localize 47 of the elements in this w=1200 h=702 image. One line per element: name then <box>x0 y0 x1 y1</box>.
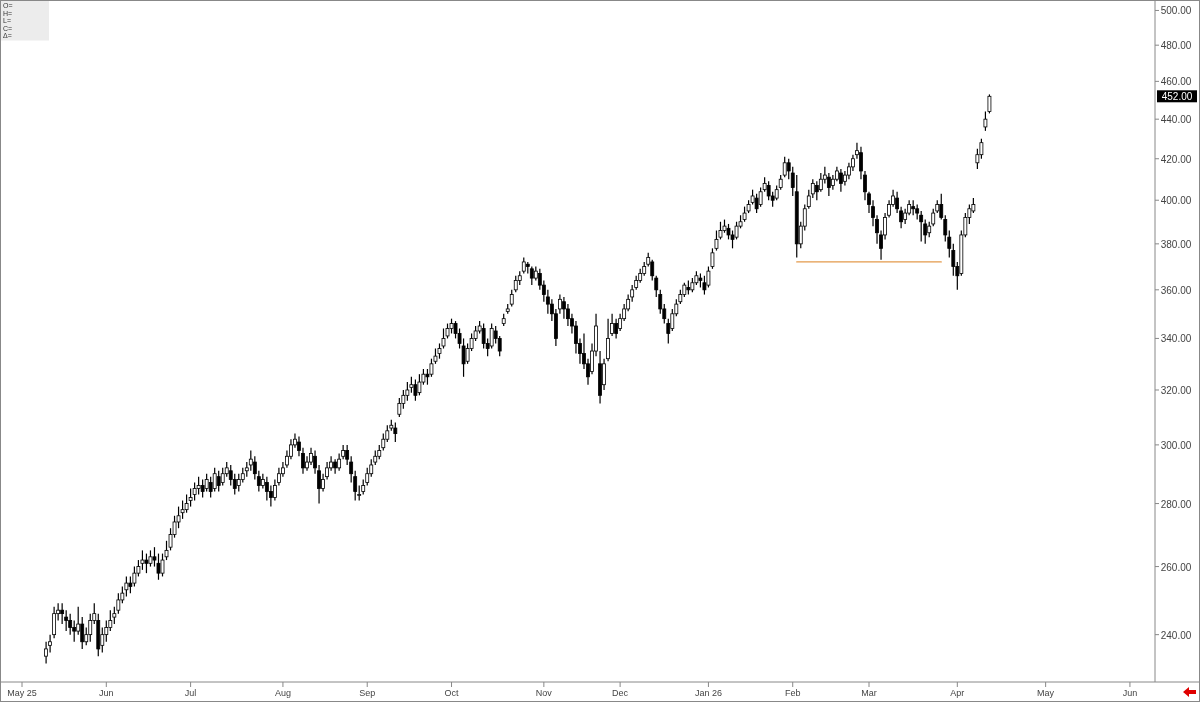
candlestick <box>232 473 237 496</box>
y-tick-label: 260.00 <box>1160 561 1192 573</box>
text: 452.00 <box>1161 91 1193 103</box>
x-tick-label: Jan 26 <box>694 688 722 698</box>
candlestick <box>212 467 217 493</box>
y-tick-label: 460.00 <box>1160 76 1192 88</box>
candlestick <box>489 322 494 350</box>
x-tick-label: May <box>1037 688 1055 698</box>
y-tick-label: 440.00 <box>1160 114 1192 126</box>
candlestick <box>88 613 93 643</box>
y-tick-label: 420.00 <box>1160 153 1192 165</box>
x-tick-label: Feb <box>784 688 801 698</box>
candlestick <box>826 172 831 197</box>
x-tick-label: Mar <box>861 688 877 698</box>
y-tick-label: 240.00 <box>1160 629 1192 641</box>
candlestick <box>52 606 57 639</box>
candlestick <box>397 397 402 418</box>
x-tick-label: Oct <box>444 688 460 698</box>
x-tick-label: Nov <box>535 688 553 698</box>
y-tick-label: 400.00 <box>1160 195 1192 207</box>
x-tick-label: Sep <box>359 688 376 698</box>
candlestick <box>614 318 619 340</box>
candlestick <box>68 613 73 636</box>
x-tick-label: Dec <box>612 688 629 698</box>
candlestick <box>782 156 787 178</box>
y-tick-label: 340.00 <box>1160 333 1192 345</box>
candlestick <box>606 318 610 362</box>
candlestick <box>60 602 65 625</box>
candlestick <box>839 168 843 193</box>
candlestick <box>216 470 221 493</box>
y-tick-label: 480.00 <box>1160 40 1192 52</box>
y-tick-label: 320.00 <box>1160 384 1192 396</box>
x-tick-label: Jun <box>99 688 114 698</box>
x-tick-label: Aug <box>274 688 291 698</box>
y-tick-label: 300.00 <box>1160 439 1192 451</box>
y-tick-label: 500.00 <box>1160 5 1192 17</box>
x-tick-label: Jun <box>1122 688 1138 698</box>
x-tick-label: May 25 <box>7 688 37 698</box>
x-tick-label: Apr <box>950 688 965 698</box>
y-tick-label: 360.00 <box>1160 284 1192 296</box>
candlestick <box>413 378 418 402</box>
candlestick <box>529 265 534 286</box>
y-tick-label: 380.00 <box>1160 238 1192 250</box>
candlestick <box>393 421 398 443</box>
x-tick-label: Jul <box>184 688 197 698</box>
candlestick <box>144 552 149 574</box>
y-tick-label: 280.00 <box>1160 498 1192 510</box>
